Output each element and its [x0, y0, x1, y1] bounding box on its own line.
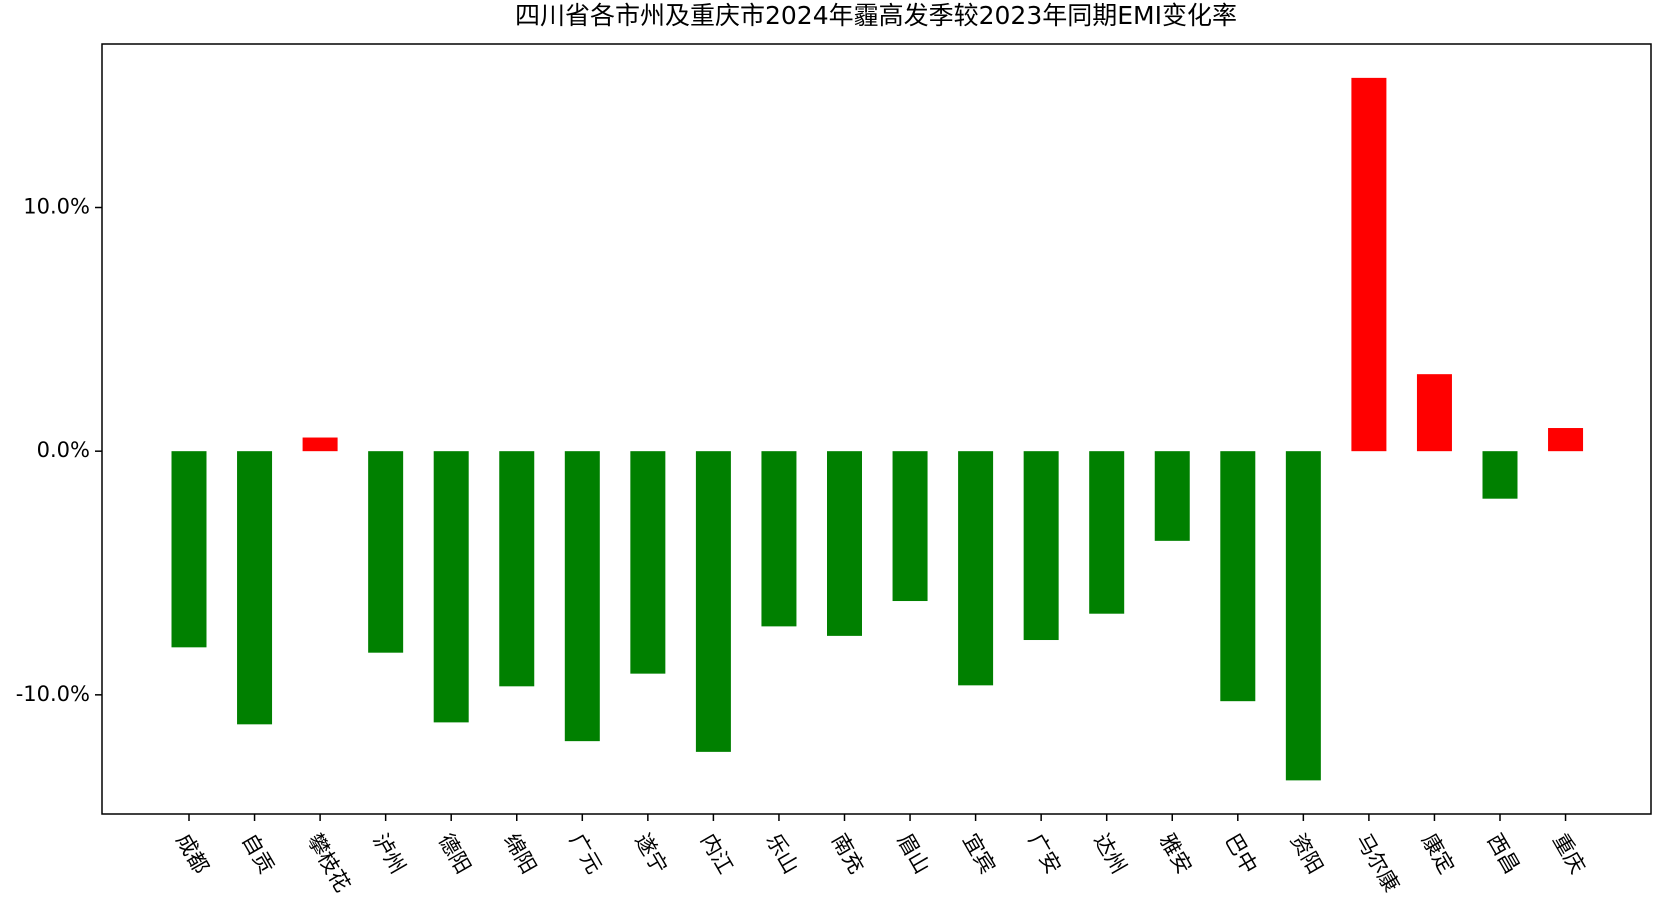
x-tick-label: 攀枝花 — [303, 830, 355, 897]
bar — [499, 451, 535, 687]
bar — [695, 451, 731, 752]
x-tick-label: 巴中 — [1220, 830, 1262, 878]
y-tick-label: -10.0% — [16, 682, 90, 706]
x-tick-label: 达州 — [1089, 830, 1131, 878]
bar — [302, 437, 338, 452]
chart-title: 四川省各市州及重庆市2024年霾高发季较2023年同期EMI变化率 — [515, 1, 1237, 30]
bar — [171, 451, 207, 648]
bar — [237, 451, 273, 725]
bar — [892, 451, 928, 602]
x-tick-label: 雅安 — [1155, 830, 1197, 878]
bar — [958, 451, 994, 686]
x-tick-label: 马尔康 — [1351, 830, 1403, 897]
bar — [1154, 451, 1190, 541]
y-tick-label: 10.0% — [23, 195, 90, 219]
y-tick-label: 0.0% — [37, 438, 90, 462]
bar — [433, 451, 469, 723]
bar — [1089, 451, 1125, 614]
x-tick-label: 泸州 — [368, 830, 410, 878]
x-tick-label: 自贡 — [237, 830, 279, 878]
x-tick-label: 眉山 — [893, 830, 935, 878]
bar — [564, 451, 600, 742]
bar — [1220, 451, 1256, 702]
bar — [761, 451, 797, 627]
x-tick-label: 康定 — [1417, 830, 1459, 878]
x-tick-label: 重庆 — [1548, 830, 1590, 878]
bar — [1548, 428, 1584, 452]
bar — [1023, 451, 1059, 641]
x-tick-label: 内江 — [696, 830, 738, 878]
x-tick-label: 成都 — [171, 830, 213, 878]
bar — [1351, 77, 1387, 452]
bar — [1285, 451, 1321, 781]
bar — [1416, 374, 1452, 452]
x-tick-label: 西昌 — [1482, 830, 1524, 878]
x-tick-label: 德阳 — [434, 830, 476, 878]
bar — [630, 451, 666, 674]
x-tick-label: 资阳 — [1286, 830, 1328, 878]
bar — [368, 451, 404, 653]
bar — [1482, 451, 1518, 499]
x-tick-label: 广安 — [1024, 830, 1066, 878]
x-tick-label: 绵阳 — [499, 830, 541, 878]
x-tick-label: 遂宁 — [630, 830, 672, 878]
bar — [827, 451, 862, 636]
axes-frame — [101, 43, 1652, 815]
x-tick-label: 南充 — [827, 830, 869, 878]
x-tick-label: 宜宾 — [958, 830, 1000, 878]
x-tick-label: 乐山 — [761, 830, 803, 878]
x-tick-label: 广元 — [565, 830, 607, 878]
